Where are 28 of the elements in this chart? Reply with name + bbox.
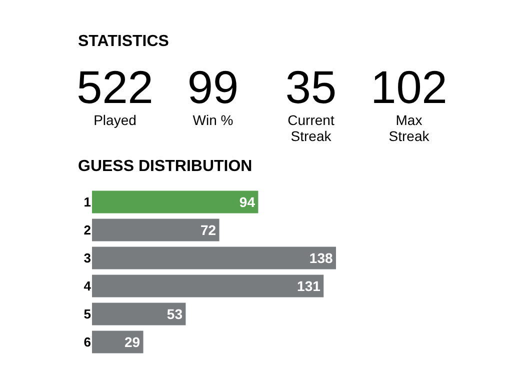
data-label: 522	[76, 61, 154, 113]
bar	[92, 274, 324, 298]
data-label: 99	[187, 61, 239, 113]
bar	[92, 246, 336, 270]
data-label: 131	[297, 278, 321, 294]
bar	[92, 190, 258, 214]
chart-title: GUESS DISTRIBUTION	[78, 158, 252, 176]
y-tick-label: 1	[84, 194, 91, 210]
y-tick-label: 6	[84, 334, 91, 350]
category-label: Current Streak	[286, 112, 336, 144]
category-label: Played	[94, 112, 136, 128]
bar	[92, 218, 220, 242]
category-label: Max Streak	[388, 112, 430, 144]
y-tick-label: 2	[84, 222, 91, 238]
text: STATISTICS	[78, 33, 169, 51]
data-label: 29	[124, 334, 140, 350]
y-tick-label: 3	[84, 250, 91, 266]
y-tick-label: 5	[84, 306, 91, 322]
data-label: 72	[200, 222, 216, 238]
category-label: Win %	[192, 112, 234, 128]
y-tick-label: 4	[84, 278, 92, 294]
bar	[92, 330, 144, 354]
data-label: 138	[309, 250, 333, 266]
data-label: 94	[239, 194, 256, 210]
data-label: 102	[370, 61, 448, 113]
bar	[92, 302, 186, 326]
data-label: 53	[166, 306, 183, 322]
data-label: 35	[285, 61, 337, 113]
